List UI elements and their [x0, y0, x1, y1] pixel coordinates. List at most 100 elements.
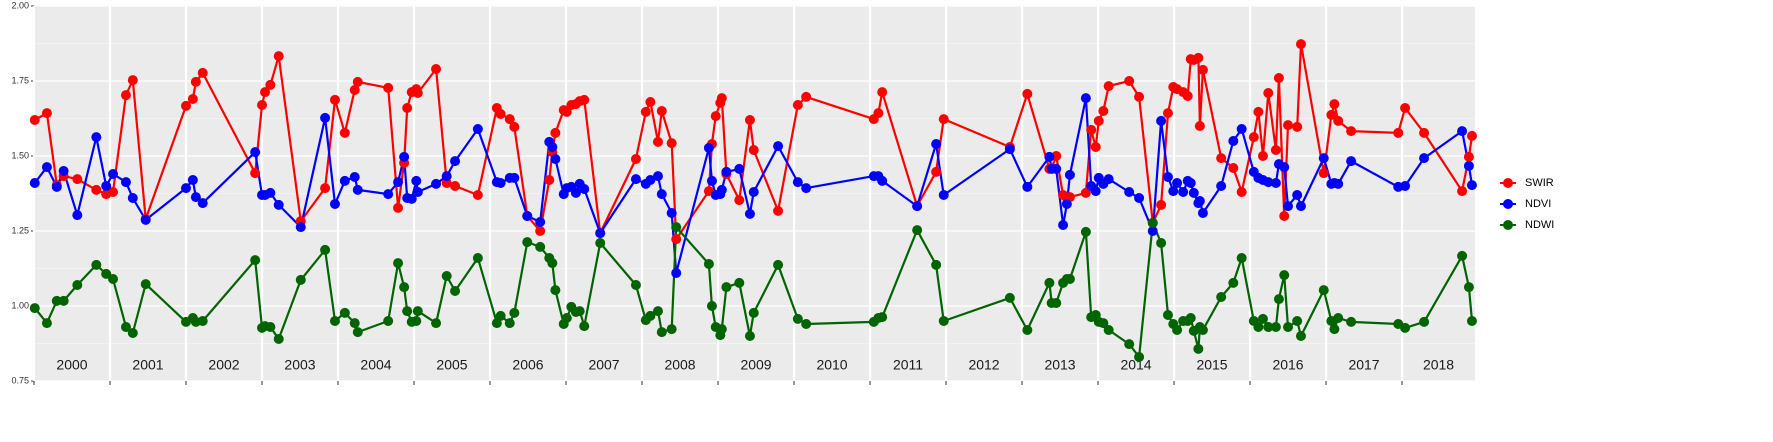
data-point	[120, 322, 131, 332]
data-point	[1051, 298, 1062, 308]
data-point	[1172, 178, 1183, 188]
data-point	[265, 187, 276, 198]
data-point	[1093, 115, 1104, 126]
data-point	[706, 175, 717, 186]
data-point	[1419, 316, 1430, 327]
legend-label: SWIR	[1525, 177, 1554, 189]
data-point	[1273, 294, 1284, 305]
data-point	[1051, 163, 1062, 174]
data-point	[1329, 99, 1340, 110]
data-point	[873, 108, 884, 119]
data-point	[1318, 153, 1329, 164]
data-point	[1248, 132, 1259, 143]
data-point	[504, 318, 515, 329]
data-point	[1216, 181, 1227, 191]
data-point	[1080, 93, 1091, 104]
data-point	[1463, 151, 1474, 162]
data-point	[595, 228, 606, 239]
y-tick-label: 1.75	[11, 75, 29, 85]
data-point	[792, 100, 803, 110]
y-tick-label: 1.00	[11, 300, 29, 310]
data-point	[393, 177, 404, 188]
data-point	[671, 222, 682, 233]
data-point	[1326, 109, 1337, 120]
data-point	[383, 316, 394, 326]
data-point	[666, 138, 677, 149]
data-point	[716, 93, 727, 104]
data-point	[441, 171, 452, 182]
data-point	[1318, 168, 1329, 179]
data-point	[399, 151, 410, 162]
data-point	[721, 282, 732, 293]
data-point	[744, 331, 755, 341]
data-point	[1292, 121, 1303, 132]
data-point	[801, 319, 812, 329]
data-point	[190, 192, 201, 203]
data-point	[645, 97, 656, 107]
data-point	[41, 108, 52, 119]
data-point	[1393, 127, 1404, 138]
data-point	[509, 172, 520, 183]
data-point	[1400, 103, 1411, 113]
data-point	[399, 282, 410, 293]
data-point	[1044, 151, 1055, 162]
data-point	[320, 183, 331, 194]
year-label: 2011	[893, 357, 923, 373]
year-label: 2001	[132, 357, 163, 373]
data-point	[393, 258, 404, 269]
data-point	[140, 279, 151, 290]
data-point	[197, 198, 208, 209]
data-point	[41, 162, 52, 173]
data-point	[1292, 316, 1303, 326]
data-point	[535, 217, 546, 227]
data-point	[1022, 88, 1033, 99]
data-point	[652, 171, 663, 182]
data-point	[1295, 201, 1306, 212]
data-point	[411, 175, 422, 186]
data-point	[120, 177, 131, 188]
data-point	[1228, 163, 1239, 173]
data-point	[1022, 181, 1033, 192]
y-tick-label: 2.00	[11, 0, 29, 10]
data-point	[550, 285, 561, 296]
data-point	[748, 307, 759, 318]
data-point	[801, 183, 812, 194]
data-point	[1228, 136, 1239, 146]
data-point	[666, 208, 677, 218]
data-point	[1080, 226, 1091, 237]
year-label: 2013	[1044, 357, 1075, 373]
data-point	[495, 178, 506, 188]
data-point	[101, 268, 112, 279]
data-point	[273, 334, 284, 344]
data-point	[1098, 318, 1109, 329]
data-point	[1172, 325, 1183, 335]
data-point	[544, 175, 555, 185]
data-point	[522, 237, 533, 248]
data-point	[339, 307, 350, 318]
data-point	[1178, 187, 1189, 197]
data-point	[187, 175, 198, 185]
data-point	[91, 259, 102, 270]
data-point	[1090, 142, 1101, 152]
data-point	[450, 181, 461, 191]
year-label: 2015	[1196, 357, 1227, 373]
data-point	[645, 175, 656, 185]
data-point	[1156, 115, 1167, 126]
data-point	[1295, 39, 1306, 50]
data-point	[1044, 277, 1055, 288]
data-point	[744, 115, 755, 125]
data-point	[1064, 274, 1075, 284]
data-point	[1197, 64, 1208, 75]
data-point	[120, 90, 131, 101]
data-point	[352, 76, 363, 87]
data-point	[938, 190, 949, 200]
data-point	[352, 184, 363, 195]
year-label: 2017	[1348, 357, 1379, 373]
data-point	[792, 313, 803, 324]
data-point	[656, 327, 667, 338]
data-point	[1346, 126, 1357, 137]
data-point	[671, 234, 682, 245]
data-point	[773, 259, 784, 270]
data-point	[1253, 322, 1264, 332]
data-point	[801, 91, 812, 102]
